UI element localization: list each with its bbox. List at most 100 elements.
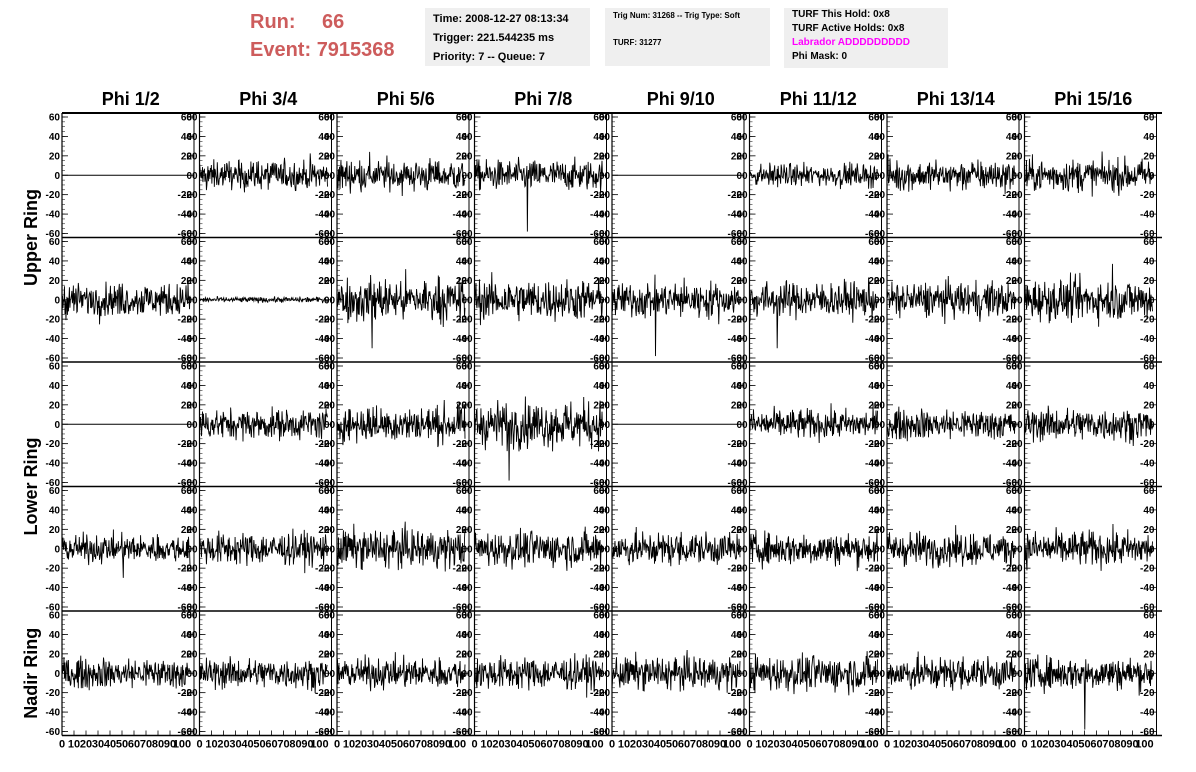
y-tick-label-right: 40 [318, 256, 330, 267]
waveform-line [749, 277, 878, 349]
y-tick-label-right: 0 [736, 171, 742, 182]
y-tick-label: -60 [458, 727, 473, 738]
y-tick-label: -40 [871, 583, 886, 594]
x-tick-label: 30 [92, 739, 104, 751]
y-tick-label: -60 [1008, 478, 1023, 489]
y-tick-label: 0 [1017, 171, 1023, 182]
y-tick-label: -40 [321, 334, 336, 345]
y-tick-label: 60 [324, 113, 336, 124]
y-tick-label: -20 [321, 439, 336, 450]
x-tick-label: 60 [403, 739, 415, 751]
waveform-line [61, 529, 191, 578]
y-tick-label: 0 [742, 669, 748, 680]
y-tick-label: 20 [186, 276, 198, 287]
x-tick-label: 80 [289, 739, 301, 751]
y-tick-label: -40 [596, 210, 611, 221]
y-tick-label-right: -40 [453, 583, 468, 594]
x-tick-label: 30 [367, 739, 379, 751]
y-tick-label: -20 [871, 564, 886, 575]
y-tick-label-right: 40 [593, 132, 605, 143]
y-tick-label: 60 [874, 362, 886, 373]
y-tick-label: -40 [733, 210, 748, 221]
y-tick-label: 40 [49, 381, 61, 392]
y-tick-label-right: -20 [315, 564, 330, 575]
y-tick-label-right: 60 [1006, 486, 1018, 497]
y-tick-label: 60 [324, 486, 336, 497]
y-tick-label-right: -20 [315, 439, 330, 450]
y-tick-label-right: -40 [865, 459, 880, 470]
y-tick-label: -20 [183, 688, 198, 699]
y-tick-label: -20 [458, 564, 473, 575]
y-tick-label-right: 20 [318, 649, 330, 660]
y-tick-label: 60 [324, 237, 336, 248]
y-tick-label: 40 [599, 630, 611, 641]
y-tick-label-right: 60 [1143, 362, 1155, 373]
x-tick-label: 30 [1054, 739, 1066, 751]
y-tick-label: 0 [467, 171, 473, 182]
waveform-line [1024, 654, 1153, 730]
y-tick-label: 0 [879, 420, 885, 431]
y-tick-label: 60 [599, 486, 611, 497]
y-tick-label-right: 20 [731, 525, 743, 536]
y-tick-label: 40 [874, 132, 886, 143]
y-tick-label: 20 [599, 276, 611, 287]
y-tick-label: 40 [461, 256, 473, 267]
y-tick-label-right: -60 [178, 229, 193, 240]
x-tick-label: 60 [678, 739, 690, 751]
waveform-line [749, 403, 878, 443]
y-tick-label-right: -60 [728, 478, 743, 489]
y-tick-label: -40 [871, 334, 886, 345]
y-tick-label: 20 [736, 525, 748, 536]
y-tick-label: -20 [458, 190, 473, 201]
x-tick-label: 40 [654, 739, 666, 751]
x-tick-label: 90 [851, 739, 863, 751]
y-tick-label: -40 [321, 708, 336, 719]
y-tick-label: 40 [324, 505, 336, 516]
y-tick-label-right: 60 [181, 486, 193, 497]
waveform-line [61, 281, 191, 325]
y-tick-label: 20 [736, 649, 748, 660]
x-tick-label: 100 [173, 739, 191, 751]
y-tick-label-right: 60 [181, 237, 193, 248]
y-tick-label-right: -20 [453, 190, 468, 201]
y-tick-label: 0 [329, 295, 335, 306]
waveform-line [336, 652, 466, 692]
y-tick-label-right: -20 [1140, 564, 1155, 575]
y-tick-label-right: -20 [315, 315, 330, 326]
y-tick-label: -20 [1008, 439, 1023, 450]
y-tick-label-right: 20 [1143, 649, 1155, 660]
y-tick-label: 40 [1011, 256, 1023, 267]
y-tick-label: 40 [874, 630, 886, 641]
waveform-line [336, 521, 466, 572]
y-tick-label: 40 [1011, 630, 1023, 641]
y-tick-label-right: -60 [315, 603, 330, 614]
y-tick-label: -60 [1008, 229, 1023, 240]
waveform-line [474, 272, 603, 326]
y-tick-label: 60 [461, 611, 473, 622]
x-tick-label: 0 [471, 739, 477, 751]
y-tick-label: -60 [46, 354, 61, 365]
column-title: Phi 1/2 [102, 89, 160, 109]
y-tick-label: 0 [54, 544, 60, 555]
y-tick-label-right: -60 [178, 478, 193, 489]
y-tick-label-right: 40 [181, 256, 193, 267]
y-tick-label: -20 [871, 439, 886, 450]
y-tick-label: -20 [321, 688, 336, 699]
y-tick-label: -40 [183, 459, 198, 470]
x-tick-label: 40 [379, 739, 391, 751]
y-tick-label: 40 [186, 256, 198, 267]
x-tick-label: 20 [630, 739, 642, 751]
y-tick-label-right: -60 [1003, 229, 1018, 240]
y-tick-label-right: -60 [1003, 727, 1018, 738]
y-tick-label-right: -20 [728, 564, 743, 575]
y-tick-label: -60 [321, 603, 336, 614]
y-tick-label: 0 [742, 420, 748, 431]
run-value: 66 [322, 11, 345, 33]
